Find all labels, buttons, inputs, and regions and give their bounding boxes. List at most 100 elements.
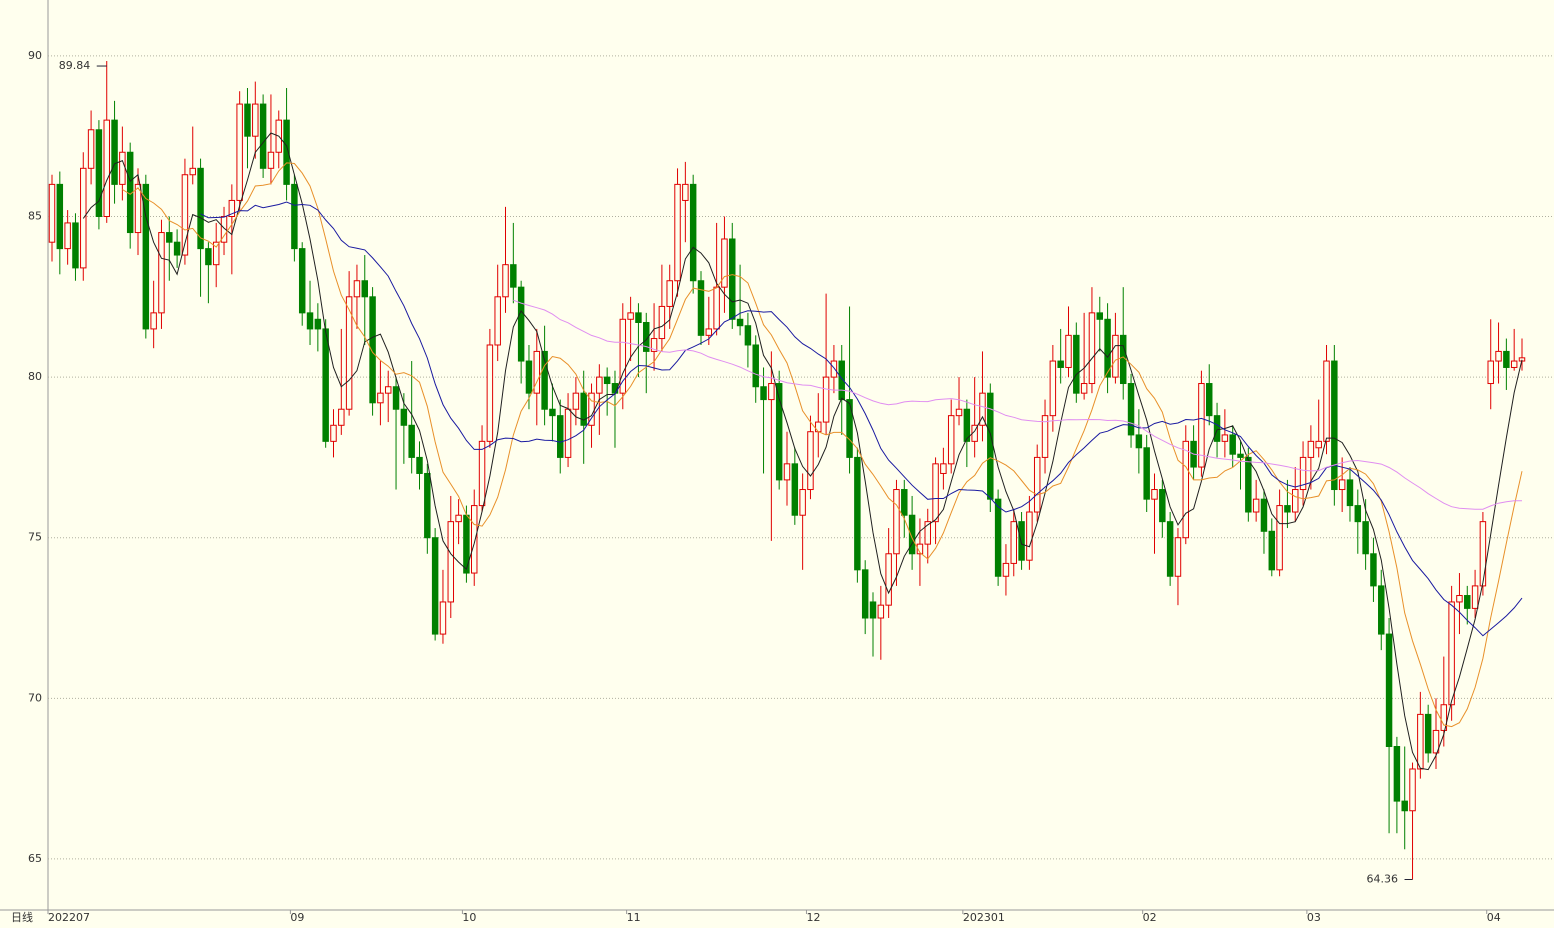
candle-body	[791, 463, 799, 516]
candle-body	[252, 103, 259, 137]
candle-body	[1237, 453, 1244, 458]
candle-body	[1448, 601, 1455, 706]
candle-body	[470, 505, 478, 574]
candle-body	[674, 183, 681, 282]
candle-body	[142, 183, 150, 330]
candle-body	[1229, 434, 1236, 455]
candle-body	[916, 543, 924, 555]
candle-body	[1292, 489, 1299, 513]
candle-body	[541, 350, 548, 410]
candle-body	[72, 222, 79, 269]
candle-body	[1221, 434, 1229, 442]
candle-body	[775, 383, 783, 481]
candle-body	[713, 286, 720, 330]
candle-body	[697, 280, 705, 336]
candle-body	[322, 328, 329, 442]
candle-body	[963, 408, 971, 442]
candle-body	[95, 129, 103, 217]
candle-body	[424, 472, 431, 539]
candle-body	[940, 463, 947, 474]
candle-body	[666, 280, 673, 307]
candle-body	[119, 151, 126, 185]
candle-body	[603, 376, 611, 385]
candle-body	[259, 103, 267, 169]
candle-body	[1299, 456, 1307, 491]
candle-body	[478, 440, 486, 507]
candle-body	[1245, 456, 1252, 513]
candle-body	[1370, 553, 1377, 587]
candle-body	[1393, 746, 1401, 802]
candle-body	[572, 392, 580, 410]
x-tick-label: 12	[806, 911, 820, 924]
candle-body	[705, 328, 713, 336]
x-tick-label: 03	[1307, 911, 1321, 924]
candle-body	[689, 183, 697, 282]
candle-body	[799, 489, 806, 516]
candle-body	[64, 222, 71, 250]
y-tick-label: 90	[28, 49, 42, 62]
x-tick-label: 11	[627, 911, 641, 924]
candle-body	[1252, 498, 1260, 513]
candle-body	[838, 360, 845, 401]
candle-body	[533, 350, 541, 394]
candle-body	[517, 286, 525, 362]
candle-body	[1346, 479, 1354, 507]
candle-body	[1323, 360, 1330, 442]
x-tick-label: 02	[1143, 911, 1157, 924]
candle-body	[1205, 383, 1213, 417]
candle-body	[338, 408, 345, 426]
candle-body	[228, 199, 236, 217]
candle-body	[1479, 521, 1487, 587]
candle-body	[416, 456, 423, 474]
candle-body	[220, 215, 228, 243]
candle-body	[111, 119, 118, 185]
candle-body	[1088, 312, 1096, 385]
candle-body	[439, 601, 447, 635]
candle-body	[994, 498, 1002, 577]
candle-body	[846, 399, 853, 458]
candle-body	[189, 167, 196, 176]
candle-body	[369, 296, 376, 404]
candle-body	[1315, 440, 1322, 449]
x-tick-label: 09	[290, 911, 304, 924]
candle-body	[736, 318, 744, 327]
candle-body	[134, 183, 142, 234]
candle-body	[822, 376, 830, 423]
candle-body	[564, 408, 572, 458]
candle-body	[1026, 511, 1033, 561]
candle-body	[267, 151, 275, 169]
extreme-label: 64.36	[1367, 872, 1399, 885]
y-tick-label: 80	[28, 370, 42, 383]
candle-body	[854, 456, 861, 571]
candle-body	[525, 360, 533, 394]
candle-body	[150, 312, 157, 330]
candle-body	[1041, 415, 1049, 458]
candle-body	[1080, 383, 1088, 394]
candle-body	[455, 514, 462, 523]
candle-body	[283, 119, 290, 185]
candle-body	[729, 238, 736, 320]
candle-body	[768, 383, 775, 401]
candle-body	[783, 463, 791, 481]
y-tick-label: 75	[28, 531, 42, 544]
candle-body	[244, 103, 251, 137]
y-tick-label: 70	[28, 691, 42, 704]
candle-body	[1331, 360, 1338, 491]
candle-body	[877, 604, 885, 619]
candle-body	[1432, 729, 1440, 754]
candle-body	[173, 241, 181, 256]
x-tick-label: 202207	[48, 911, 90, 924]
candle-body	[291, 183, 298, 250]
candle-body	[885, 553, 892, 606]
candle-body	[1471, 585, 1479, 609]
candle-body	[298, 248, 306, 314]
candle-body	[908, 514, 916, 555]
candle-body	[1143, 447, 1150, 500]
candle-body	[1182, 440, 1190, 539]
candle-body	[619, 318, 627, 394]
candle-body	[721, 238, 728, 288]
candle-body	[1002, 562, 1010, 577]
period-label: 日线	[11, 910, 33, 924]
y-tick-label: 65	[28, 852, 42, 865]
candle-body	[1213, 415, 1221, 442]
